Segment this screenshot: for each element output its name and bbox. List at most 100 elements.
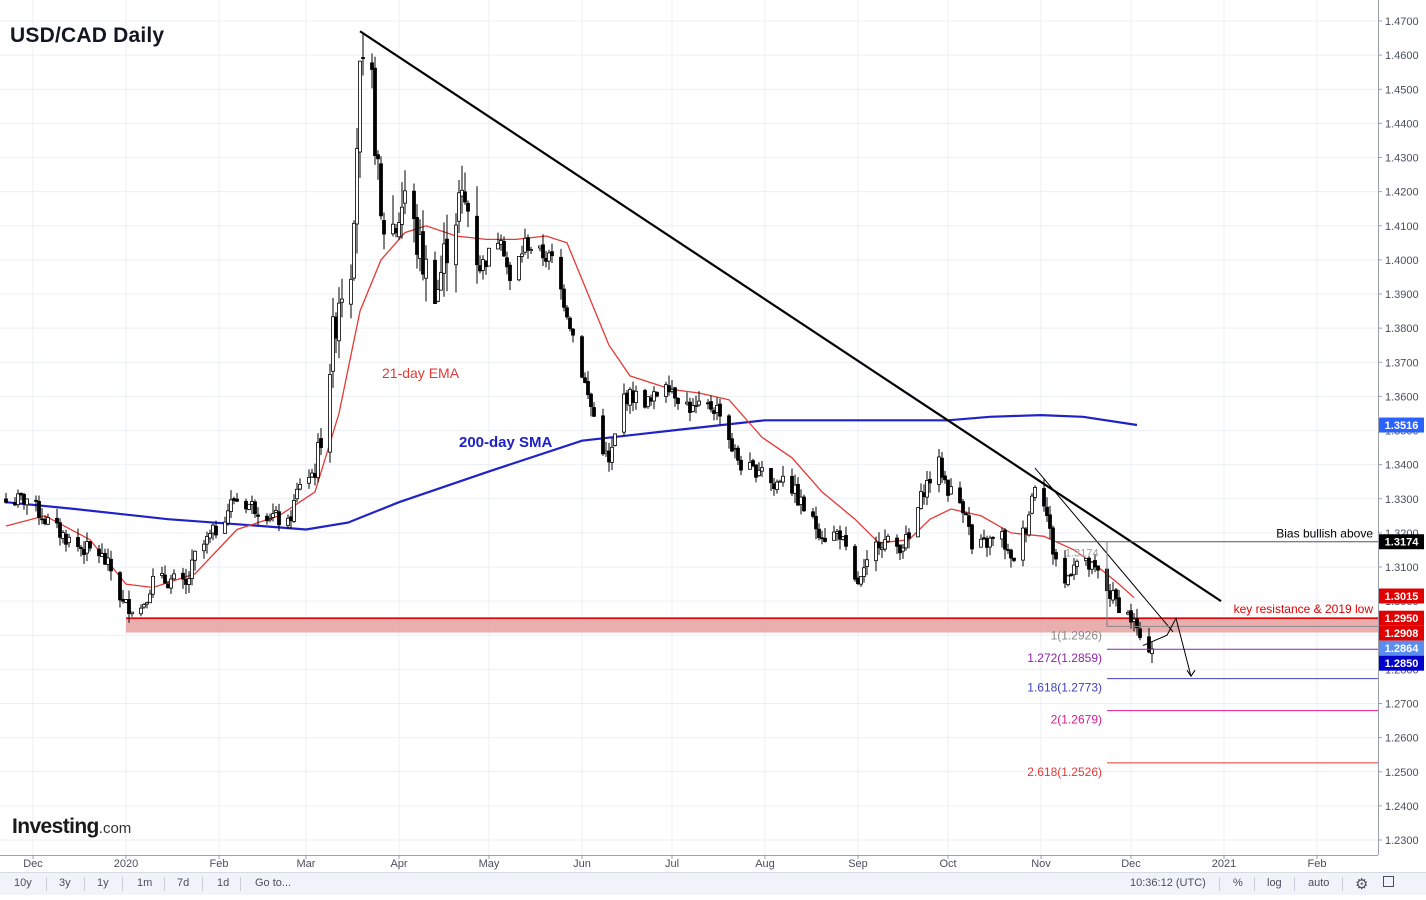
price-tick-label: 1.2300 — [1385, 835, 1419, 847]
candle-body — [355, 148, 359, 225]
projection-path — [1142, 616, 1192, 677]
candle-body — [1012, 557, 1016, 561]
candle-body — [667, 385, 671, 393]
resistance-zone — [126, 618, 1378, 633]
price-tick-label: 1.3600 — [1385, 391, 1419, 403]
candle-body — [298, 484, 302, 490]
gear-icon[interactable]: ⚙ — [1355, 876, 1369, 893]
candle-body — [886, 535, 890, 542]
candle-body — [964, 513, 968, 516]
candle-body — [1138, 628, 1142, 638]
price-tick-label: 1.4200 — [1385, 187, 1419, 199]
candle-body — [334, 316, 338, 339]
candle-body — [778, 480, 782, 483]
candle-body — [19, 492, 23, 496]
range-1d-button[interactable]: 1d — [217, 877, 230, 889]
candle-body — [907, 532, 911, 539]
candle-body — [166, 583, 170, 589]
candle-body — [142, 604, 146, 608]
price-label-box — [1379, 610, 1424, 626]
candle-body — [1027, 514, 1031, 536]
candle-body — [247, 503, 251, 510]
candle-body — [358, 60, 362, 153]
candle-body — [922, 492, 926, 498]
candles-layer — [4, 34, 1154, 663]
resistance-label: key resistance & 2019 low — [1234, 602, 1374, 616]
candle-body — [1129, 610, 1133, 623]
candle-body — [46, 516, 50, 525]
grid — [0, 0, 1378, 855]
candle-body — [541, 244, 545, 259]
candle-body — [349, 278, 353, 305]
axes-layer: 1.4700 1.4600 1.4500 1.4400 1.4300 1.4200 1.41… — [0, 0, 1426, 872]
candle-body — [193, 550, 197, 561]
time-tick-label: Mar — [297, 858, 316, 870]
fullscreen-icon[interactable] — [1383, 876, 1394, 887]
range-7d-button[interactable]: 7d — [177, 877, 190, 889]
candle-body — [202, 543, 206, 552]
range-3y-button[interactable]: 3y — [59, 877, 71, 889]
candle-body — [58, 522, 62, 538]
candle-body — [274, 510, 278, 513]
candle-body — [562, 288, 566, 308]
candle-body — [187, 578, 191, 585]
candle-body — [631, 390, 635, 403]
log-toggle[interactable]: log — [1267, 877, 1282, 889]
price-tick-label: 1.4700 — [1385, 16, 1419, 28]
candle-body — [223, 521, 227, 534]
candle-body — [1132, 618, 1136, 622]
candle-body — [883, 539, 887, 550]
candle-body — [613, 433, 617, 446]
candle-body — [604, 450, 608, 454]
candle-body — [1021, 527, 1025, 561]
candle-body — [250, 501, 254, 505]
candle-body — [481, 259, 485, 271]
candle-body — [751, 460, 755, 467]
time-tick-label: Dec — [1121, 858, 1141, 870]
candle-body — [925, 480, 929, 498]
percent-toggle[interactable]: % — [1233, 877, 1243, 889]
price-label-box — [1379, 625, 1424, 641]
candle-body — [487, 247, 491, 267]
price-label-text: 1.3174 — [1385, 537, 1420, 549]
goto-button[interactable]: Go to... — [255, 877, 292, 889]
candle-body — [190, 559, 194, 579]
candle-body — [505, 257, 509, 268]
auto-toggle[interactable]: auto — [1308, 877, 1330, 889]
candle-body — [979, 538, 983, 548]
candle-body — [97, 548, 101, 557]
time-tick-label: Nov — [1031, 858, 1051, 870]
candle-body — [235, 498, 239, 502]
candle-body — [76, 537, 80, 547]
price-label-box — [1379, 534, 1424, 550]
candle-body — [856, 577, 860, 585]
fib-level-label: 1(1.2926) — [1051, 628, 1102, 642]
candle-body — [265, 515, 269, 522]
range-1y-button[interactable]: 1y — [97, 877, 109, 889]
candle-body — [400, 206, 404, 225]
candle-body — [328, 374, 332, 453]
candle-body — [790, 475, 794, 494]
candle-body — [517, 256, 521, 281]
candle-body — [982, 537, 986, 540]
candle-body — [1111, 590, 1115, 601]
candle-body — [601, 415, 605, 455]
candle-body — [88, 541, 92, 549]
candle-body — [439, 272, 443, 291]
candle-body — [1066, 575, 1070, 585]
candle-body — [820, 537, 824, 540]
candle-body — [403, 190, 407, 204]
candle-body — [148, 593, 152, 604]
candle-body — [919, 491, 923, 509]
candle-body — [1051, 527, 1055, 555]
candle-body — [1006, 549, 1010, 551]
candle-body — [901, 547, 905, 552]
candle-body — [793, 484, 797, 494]
bottom-toolbar: 10y 3y 1y 1m 7d 1d Go to... 10:36:12 (UT… — [0, 872, 1426, 895]
price-tick-label: 1.3700 — [1385, 357, 1419, 369]
range-1m-button[interactable]: 1m — [137, 877, 153, 889]
range-10y-button[interactable]: 10y — [14, 877, 32, 889]
price-tick-label: 1.3900 — [1385, 289, 1419, 301]
